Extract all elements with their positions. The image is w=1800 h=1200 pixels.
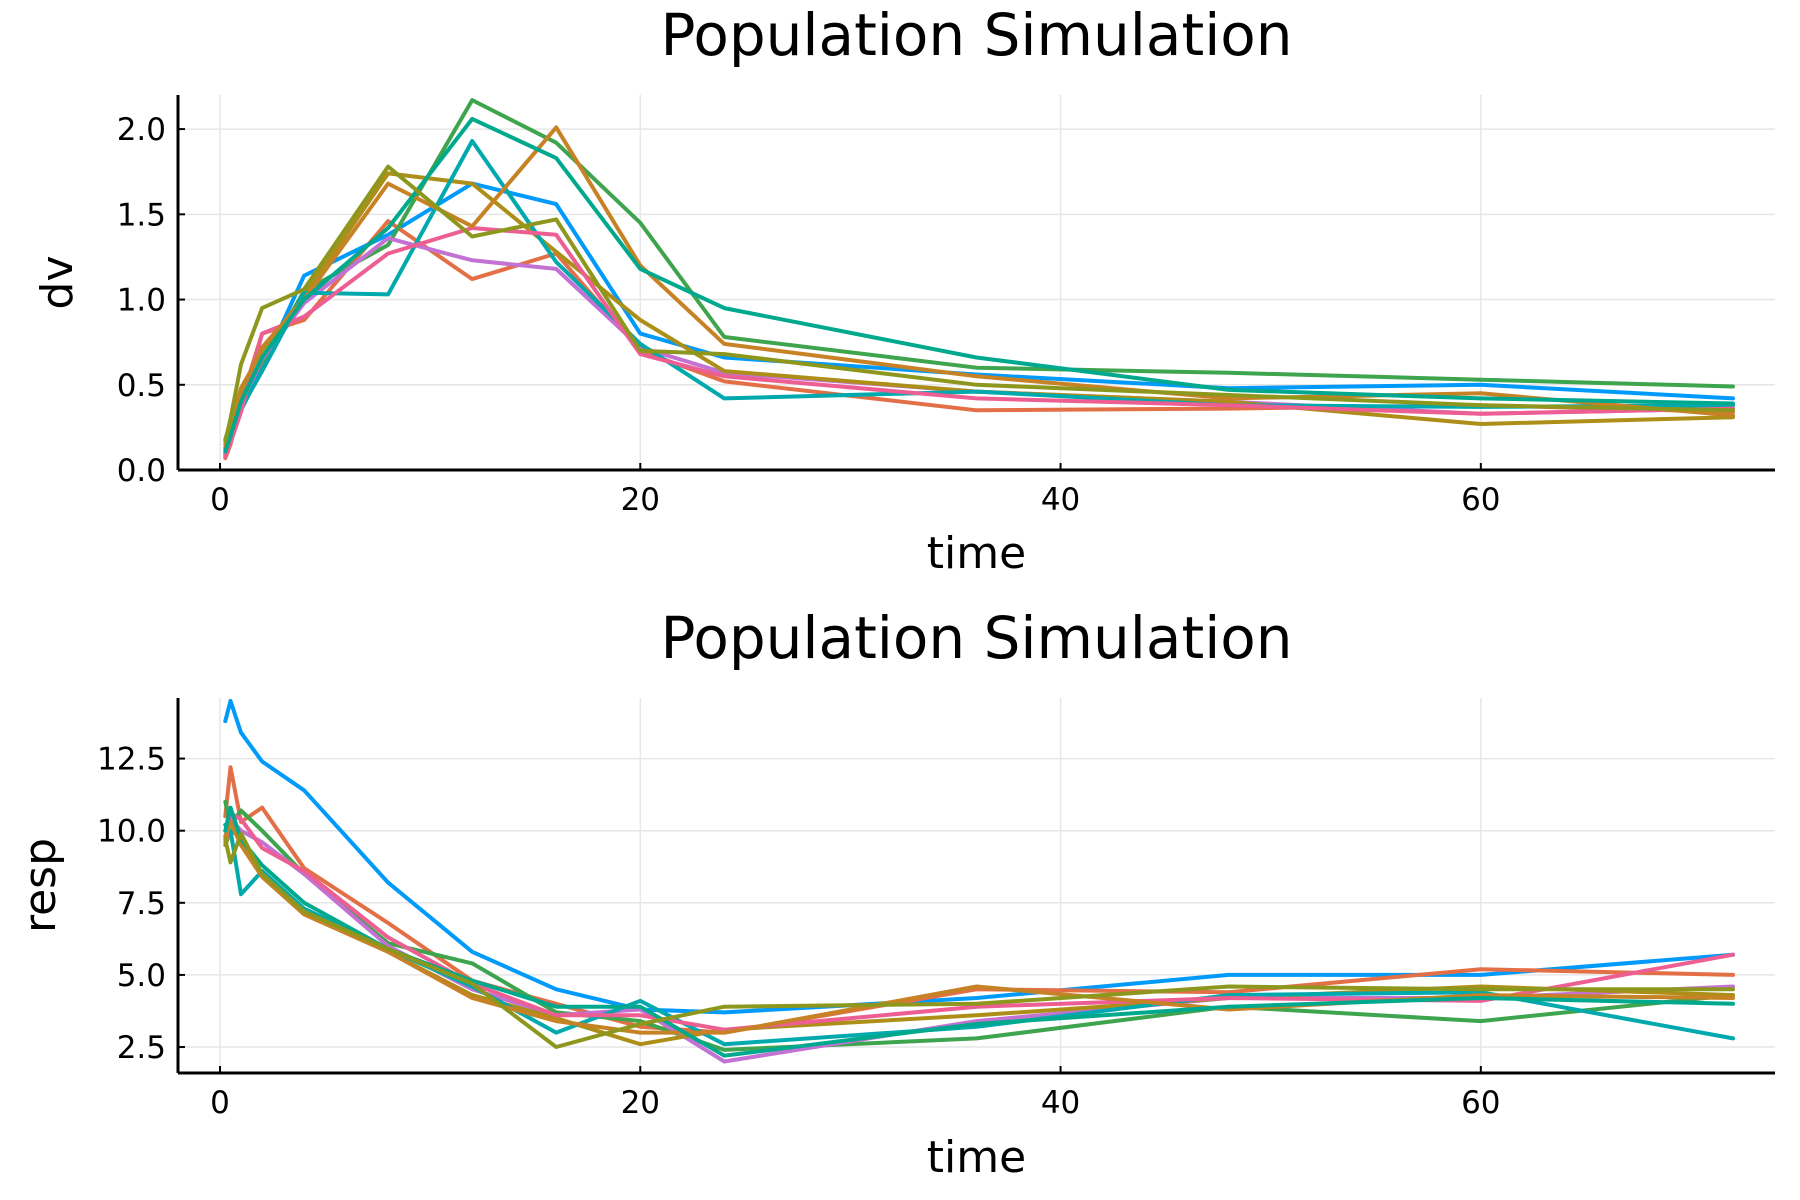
x-tick-label: 20 [621, 1085, 660, 1121]
series-line-y8 [223, 820, 1735, 1035]
series-line-y5 [223, 828, 1735, 1047]
y-tick-label: 7.5 [117, 886, 166, 922]
x-tick-label: 60 [1461, 1085, 1500, 1121]
series-line-y2 [223, 765, 1735, 1035]
y-tick-label: 2.5 [117, 1030, 166, 1066]
y-tick-label: 1.0 [117, 283, 166, 319]
y-tick-label: 0.0 [117, 453, 166, 489]
y-tick-label: 10.0 [97, 814, 166, 850]
bottom-subplot: 0 20 40 60 2.5 5.0 7.5 10.0 12.5 Population Simul… [15, 604, 1775, 1183]
x-tick-label: 40 [1041, 482, 1080, 518]
x-tick-label: 20 [621, 482, 660, 518]
series-line-y10 [223, 164, 1735, 443]
x-axis-label: time [927, 1132, 1026, 1183]
series-line-y10 [223, 831, 1735, 1049]
y-tick-label: 5.0 [117, 958, 166, 994]
y-tick-label: 12.5 [97, 742, 166, 778]
x-axis-label: time [927, 528, 1026, 579]
y-axis-label: resp [15, 838, 66, 933]
y-tick-label: 0.5 [117, 368, 166, 404]
series-line-y3 [223, 98, 1735, 442]
y-axis-label: dv [32, 256, 83, 310]
y-tick-label: 1.5 [117, 197, 166, 233]
series-line-y9 [223, 116, 1735, 454]
x-tick-label: 0 [210, 482, 230, 518]
x-tick-label: 60 [1461, 482, 1500, 518]
series-line-y4 [223, 236, 1735, 455]
x-tick-label: 0 [210, 1085, 230, 1121]
series-line-y7 [223, 811, 1735, 1032]
y-tick-label: 2.0 [117, 112, 166, 148]
chart-title: Population Simulation [660, 604, 1292, 672]
chart-title: Population Simulation [660, 1, 1292, 69]
x-tick-label: 40 [1041, 1085, 1080, 1121]
series-line-y3 [223, 799, 1735, 1052]
top-subplot: 0 20 40 60 0.0 0.5 1.0 1.5 2.0 Population Simulat… [32, 1, 1775, 579]
series-line-y1 [223, 698, 1735, 1015]
